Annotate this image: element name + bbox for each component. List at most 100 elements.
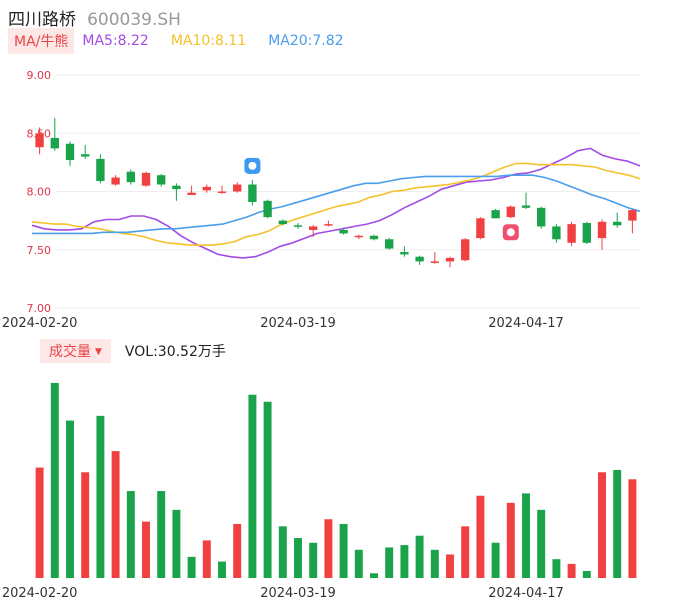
candle-body bbox=[461, 239, 470, 261]
candle bbox=[461, 238, 470, 262]
volume-bar bbox=[294, 538, 302, 578]
volume-bar bbox=[248, 394, 257, 578]
candle-body bbox=[126, 171, 135, 183]
volume-bar bbox=[157, 491, 166, 578]
candle-body bbox=[217, 191, 227, 193]
candle-body bbox=[141, 172, 151, 186]
candle bbox=[111, 175, 120, 186]
x-tick-label: 2024-03-19 bbox=[260, 586, 336, 601]
candle bbox=[369, 234, 379, 241]
bear-badge-icon bbox=[244, 157, 261, 174]
volume-bar bbox=[628, 479, 637, 578]
y-tick-label: 7.50 bbox=[27, 244, 52, 257]
candle-body bbox=[385, 239, 394, 249]
candle-body bbox=[369, 235, 379, 240]
candle bbox=[35, 127, 44, 155]
bull-badge-icon bbox=[502, 224, 519, 241]
candle-body bbox=[324, 224, 333, 226]
y-tick-label: 8.00 bbox=[27, 186, 52, 199]
candle bbox=[430, 252, 439, 264]
candle bbox=[354, 234, 363, 240]
candle-body bbox=[415, 256, 424, 262]
volume-bar bbox=[66, 420, 74, 578]
candle-body bbox=[233, 184, 242, 192]
volume-bar bbox=[278, 526, 287, 578]
volume-bar bbox=[339, 523, 348, 578]
candle-body bbox=[65, 143, 75, 161]
volume-bar bbox=[461, 526, 470, 578]
x-tick-label: 2024-04-17 bbox=[488, 586, 564, 601]
volume-indicator-selector[interactable]: 成交量 ▼ bbox=[40, 339, 111, 363]
candle bbox=[567, 221, 576, 247]
candle bbox=[628, 208, 637, 234]
volume-legend: 成交量 ▼ VOL:30.52万手 bbox=[40, 339, 226, 363]
ma10-line bbox=[31, 162, 641, 246]
volume-bar bbox=[111, 451, 120, 578]
volume-bar bbox=[506, 502, 515, 578]
candle bbox=[597, 219, 607, 250]
candle-body bbox=[400, 252, 409, 255]
candle bbox=[157, 174, 166, 187]
volume-bar bbox=[142, 521, 150, 578]
candle bbox=[293, 222, 303, 229]
candle bbox=[65, 141, 75, 166]
volume-bar bbox=[537, 509, 546, 578]
candle-body bbox=[597, 221, 607, 239]
volume-bar bbox=[415, 535, 424, 578]
candle-body bbox=[50, 137, 59, 149]
volume-bar bbox=[582, 570, 591, 578]
volume-bar bbox=[552, 559, 561, 578]
y-tick-label: 9.00 bbox=[27, 69, 52, 82]
candle-body bbox=[552, 226, 561, 240]
volume-bar bbox=[233, 523, 242, 578]
volume-bar bbox=[324, 519, 333, 578]
ma20-line bbox=[32, 174, 641, 235]
ma5-line bbox=[31, 147, 641, 259]
volume-bar bbox=[263, 401, 272, 578]
candle bbox=[187, 185, 196, 195]
candle-body bbox=[172, 185, 181, 190]
volume-bar bbox=[385, 547, 394, 578]
candle bbox=[278, 219, 287, 226]
x-tick-label: 2024-04-17 bbox=[488, 316, 564, 331]
ma-legend: MA/牛熊 MA5:8.22 MA10:8.11 MA20:7.82 bbox=[8, 28, 366, 54]
candle bbox=[552, 224, 561, 243]
volume-bar bbox=[126, 491, 135, 578]
candle bbox=[537, 206, 546, 229]
candle bbox=[400, 246, 409, 257]
volume-selector-label: 成交量 bbox=[49, 344, 91, 360]
candle-body bbox=[293, 225, 303, 227]
volume-bar bbox=[491, 542, 500, 578]
candle-body bbox=[35, 133, 44, 148]
volume-bar bbox=[354, 549, 363, 578]
candle bbox=[385, 238, 394, 250]
candle-body bbox=[582, 222, 591, 243]
candle bbox=[582, 221, 591, 244]
volume-bar bbox=[370, 573, 378, 578]
main-indicator-selector[interactable]: MA/牛熊 bbox=[8, 28, 75, 54]
volume-bar bbox=[96, 415, 105, 578]
candle-body bbox=[445, 257, 455, 262]
candle bbox=[50, 118, 59, 151]
ma10-legend: MA10:8.11 bbox=[170, 33, 247, 49]
volume-bar bbox=[81, 472, 90, 578]
candle-body bbox=[202, 186, 211, 191]
candle bbox=[248, 179, 257, 206]
candle bbox=[233, 182, 242, 193]
candle bbox=[81, 144, 90, 159]
candle-body bbox=[628, 210, 637, 221]
volume-bar bbox=[613, 469, 622, 578]
candle-body bbox=[96, 158, 105, 182]
candle-body bbox=[430, 261, 439, 263]
candle bbox=[476, 217, 485, 240]
candle-body bbox=[354, 235, 363, 238]
candle bbox=[96, 154, 105, 184]
candle bbox=[491, 208, 500, 219]
stock-header: 四川路桥 600039.SH bbox=[8, 5, 181, 30]
candle bbox=[263, 199, 272, 219]
volume-bar bbox=[567, 563, 576, 578]
x-tick-label: 2024-02-20 bbox=[2, 316, 78, 331]
ma5-legend: MA5:8.22 bbox=[82, 33, 149, 49]
candle bbox=[172, 183, 181, 201]
